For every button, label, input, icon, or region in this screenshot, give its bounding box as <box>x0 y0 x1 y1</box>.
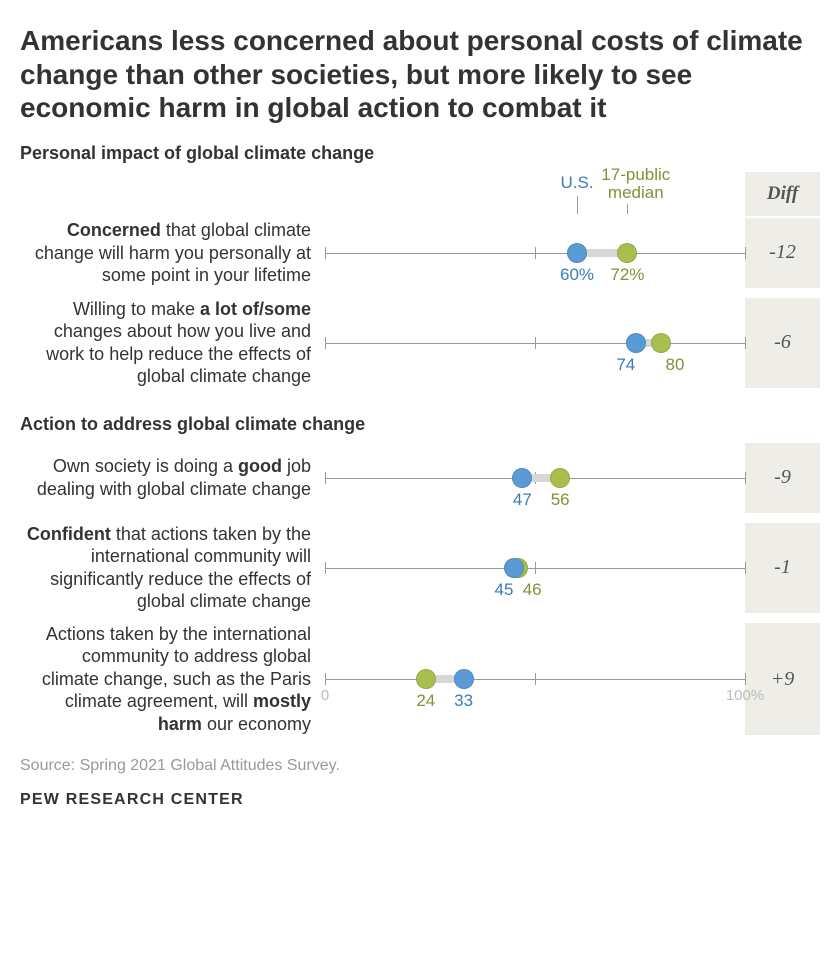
axis-tick <box>325 247 326 259</box>
row-label: Own society is doing a good job dealing … <box>20 455 325 500</box>
axis-tick <box>745 562 746 574</box>
data-row: Willing to make a lot of/some changes ab… <box>20 298 820 388</box>
us-marker <box>512 468 532 488</box>
row-label: Concerned that global climate change wil… <box>20 219 325 287</box>
diff-value: -9 <box>745 443 820 513</box>
legend-median-line <box>627 204 628 214</box>
axis-tick <box>745 247 746 259</box>
axis-tick <box>535 247 536 259</box>
legend-row: U.S. 17-publicmedian Diff <box>20 172 820 216</box>
row-plot: 4546 <box>325 540 745 596</box>
median-value: 56 <box>551 490 570 510</box>
median-marker <box>416 669 436 689</box>
axis-tick <box>325 337 326 349</box>
us-marker <box>626 333 646 353</box>
diff-value: +9 <box>745 623 820 736</box>
axis-tick <box>535 337 536 349</box>
median-value: 24 <box>416 691 435 711</box>
us-value: 33 <box>454 691 473 711</box>
legend-median: 17-publicmedian <box>601 166 670 203</box>
axis-tick <box>325 472 326 484</box>
median-value: 80 <box>666 355 685 375</box>
data-row: Concerned that global climate change wil… <box>20 218 820 288</box>
us-value: 60% <box>560 265 594 285</box>
axis-label-0: 0 <box>321 687 329 704</box>
axis-tick <box>325 562 326 574</box>
us-value: 74 <box>616 355 635 375</box>
attribution: PEW RESEARCH CENTER <box>20 791 820 809</box>
median-marker <box>550 468 570 488</box>
row-plot: 33240100% <box>325 651 745 707</box>
row-label: Actions taken by the international commu… <box>20 623 325 736</box>
diff-value: -6 <box>745 298 820 388</box>
chart-container: Personal impact of global climate change… <box>20 143 820 736</box>
us-marker <box>504 558 524 578</box>
source-note: Source: Spring 2021 Global Attitudes Sur… <box>20 757 820 775</box>
row-plot: 60%72% <box>325 225 745 281</box>
median-value: 72% <box>610 265 644 285</box>
section-1-header: Personal impact of global climate change <box>20 143 820 164</box>
us-value: 45 <box>495 580 514 600</box>
us-marker <box>454 669 474 689</box>
row-plot: 4756 <box>325 450 745 506</box>
diff-value: -12 <box>745 218 820 288</box>
data-row: Actions taken by the international commu… <box>20 623 820 736</box>
axis-tick <box>745 337 746 349</box>
us-value: 47 <box>513 490 532 510</box>
data-row: Confident that actions taken by the inte… <box>20 523 820 613</box>
section-2-header: Action to address global climate change <box>20 414 820 435</box>
axis-label-100: 100% <box>726 687 764 704</box>
axis-tick <box>745 472 746 484</box>
us-marker <box>567 243 587 263</box>
chart-title: Americans less concerned about personal … <box>20 24 820 125</box>
axis-tick <box>535 562 536 574</box>
data-row: Own society is doing a good job dealing … <box>20 443 820 513</box>
median-marker <box>651 333 671 353</box>
legend-us: U.S. <box>560 174 593 193</box>
row-plot: 7480 <box>325 315 745 371</box>
median-marker <box>617 243 637 263</box>
row-label: Willing to make a lot of/some changes ab… <box>20 298 325 388</box>
axis-tick <box>535 673 536 685</box>
row-label: Confident that actions taken by the inte… <box>20 523 325 613</box>
diff-value: -1 <box>745 523 820 613</box>
diff-header: Diff <box>745 172 820 216</box>
legend-us-line <box>577 196 578 214</box>
axis-tick <box>325 673 326 685</box>
median-value: 46 <box>523 580 542 600</box>
axis-tick <box>745 673 746 685</box>
legend-plot-area: U.S. 17-publicmedian <box>325 172 745 216</box>
